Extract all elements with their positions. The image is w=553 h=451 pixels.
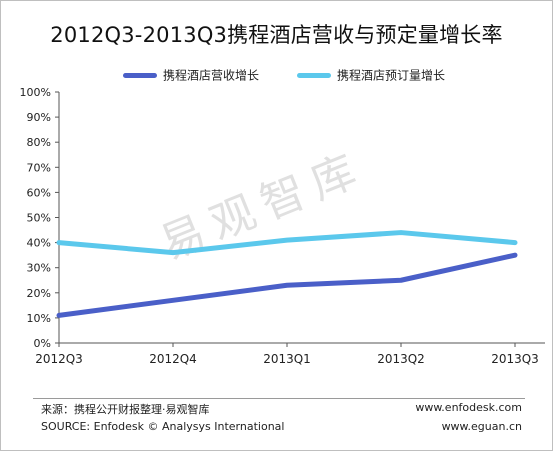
legend-item-bookings: 携程酒店预订量增长 xyxy=(297,67,445,83)
x-tick-label: 2012Q3 xyxy=(35,352,83,366)
legend-swatch-revenue xyxy=(123,73,157,78)
y-tick-label: 100% xyxy=(20,86,51,99)
y-tick-label: 20% xyxy=(27,287,51,300)
chart-title: 2012Q3-2013Q3携程酒店营收与预定量增长率 xyxy=(50,23,503,47)
legend-label-bookings: 携程酒店预订量增长 xyxy=(337,68,446,83)
x-tick-label: 2013Q3 xyxy=(491,352,539,366)
y-tick-label: 40% xyxy=(27,237,51,250)
source-en: SOURCE: Enfodesk © Analysys Internationa… xyxy=(41,420,285,433)
y-tick-label: 10% xyxy=(27,312,51,325)
y-tick-label: 0% xyxy=(34,337,51,350)
url-eguan: www.eguan.cn xyxy=(441,420,522,433)
url-enfodesk: www.enfodesk.com xyxy=(415,401,522,414)
y-tick-label: 70% xyxy=(27,161,51,174)
y-tick-label: 30% xyxy=(27,262,51,275)
x-tick-label: 2013Q2 xyxy=(377,352,425,366)
x-tick-label: 2013Q1 xyxy=(263,352,311,366)
footer-divider xyxy=(33,398,525,399)
series-line-1 xyxy=(56,230,518,256)
y-tick-label: 90% xyxy=(27,111,51,124)
y-tick-label: 60% xyxy=(27,186,51,199)
legend-label-revenue: 携程酒店营收增长 xyxy=(163,68,260,83)
source-cn: 来源：携程公开财报整理·易观智库 xyxy=(41,403,210,416)
y-tick-label: 50% xyxy=(27,212,51,225)
x-tick-label: 2012Q4 xyxy=(149,352,197,366)
y-tick-label: 80% xyxy=(27,136,51,149)
legend-swatch-bookings xyxy=(297,73,331,78)
legend-item-revenue: 携程酒店营收增长 xyxy=(123,67,259,83)
